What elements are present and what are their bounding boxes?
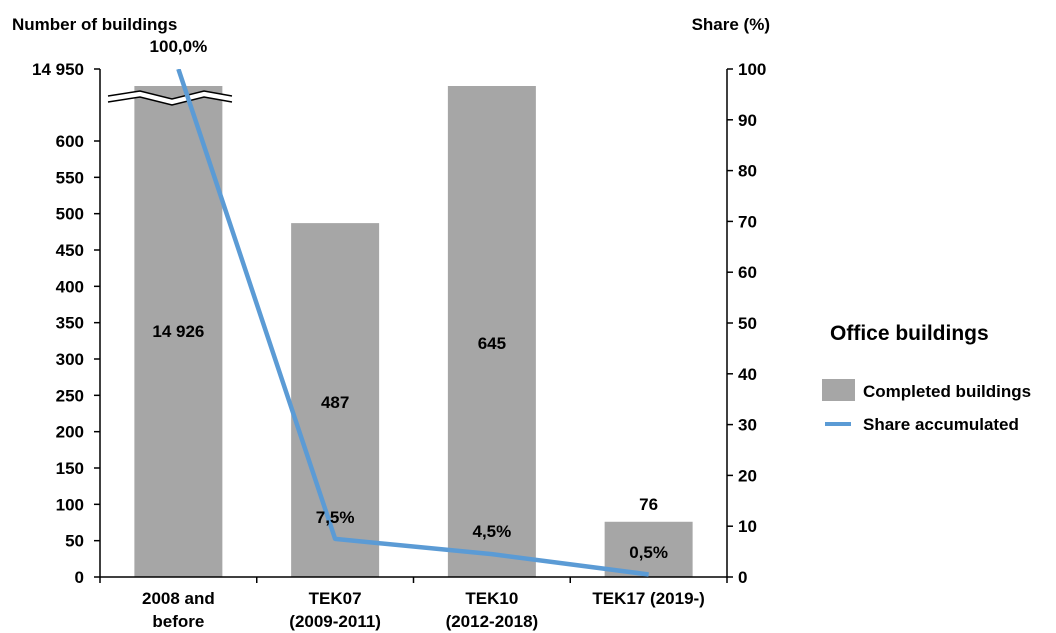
labels-layer: 14 926 487 645 76 100,0% 7,5% 4,5% 0,5%: [150, 37, 668, 562]
right-tick-label-2: 20: [738, 466, 757, 485]
bar-data-label-0: 14 926: [152, 322, 204, 341]
bar-2: [447, 86, 536, 577]
bar-data-label-1: 487: [321, 393, 349, 412]
share-data-label-2: 4,5%: [473, 522, 512, 541]
left-tick-label-1: 50: [65, 532, 84, 551]
right-tick-label-8: 80: [738, 162, 757, 181]
bar-0: [134, 86, 223, 577]
left-axis-title: Number of buildings: [12, 15, 177, 34]
legend: Office buildings Completed buildings Sha…: [822, 322, 1031, 434]
legend-entry-completed: Completed buildings: [863, 382, 1031, 401]
left-tick-label-3: 150: [56, 459, 84, 478]
left-tick-label-12: 600: [56, 132, 84, 151]
left-tick-label-5: 250: [56, 386, 84, 405]
right-tick-label-1: 10: [738, 517, 757, 536]
right-tick-label-7: 70: [738, 212, 757, 231]
right-tick-label-9: 90: [738, 111, 757, 130]
category-label-0: 2008 and before: [142, 589, 215, 631]
bars-layer: [134, 86, 693, 577]
right-tick-label-0: 0: [738, 568, 747, 587]
left-tick-label-9: 450: [56, 241, 84, 260]
share-data-label-0: 100,0%: [150, 37, 208, 56]
legend-entry-share: Share accumulated: [863, 415, 1019, 434]
bar-data-label-2: 645: [478, 334, 506, 353]
right-tick-label-6: 60: [738, 263, 757, 282]
axis-break-mark-upper: [107, 90, 233, 100]
line-layer: [176, 69, 649, 577]
bar-data-label-3: 76: [639, 495, 658, 514]
right-tick-label-10: 100: [738, 60, 766, 79]
legend-bar-swatch: [822, 379, 855, 401]
right-tick-label-3: 30: [738, 416, 757, 435]
left-tick-label-7: 350: [56, 314, 84, 333]
right-axis-title: Share (%): [692, 15, 770, 34]
category-label-2: TEK10 (2012-2018): [446, 589, 539, 631]
left-tick-label-break-top: 14 950: [32, 60, 84, 79]
share-line: [176, 69, 649, 577]
right-tick-label-5: 50: [738, 314, 757, 333]
axis-break-gap: [108, 91, 232, 105]
legend-title: Office buildings: [830, 322, 989, 345]
bar-1: [291, 223, 380, 577]
category-label-3: TEK17 (2019-): [592, 589, 704, 608]
category-label-1: TEK07 (2009-2011): [289, 589, 381, 631]
left-tick-label-6: 300: [56, 350, 84, 369]
left-tick-label-0: 0: [75, 568, 84, 587]
right-tick-label-4: 40: [738, 365, 757, 384]
share-data-label-3: 0,5%: [629, 543, 668, 562]
left-tick-label-11: 550: [56, 168, 84, 187]
left-tick-label-2: 100: [56, 495, 84, 514]
share-data-label-1: 7,5%: [316, 508, 355, 527]
axis-break-mark-lower: [107, 96, 233, 106]
left-tick-label-8: 400: [56, 277, 84, 296]
left-tick-label-4: 200: [56, 423, 84, 442]
bar-3: [604, 521, 693, 577]
left-tick-label-10: 500: [56, 205, 84, 224]
